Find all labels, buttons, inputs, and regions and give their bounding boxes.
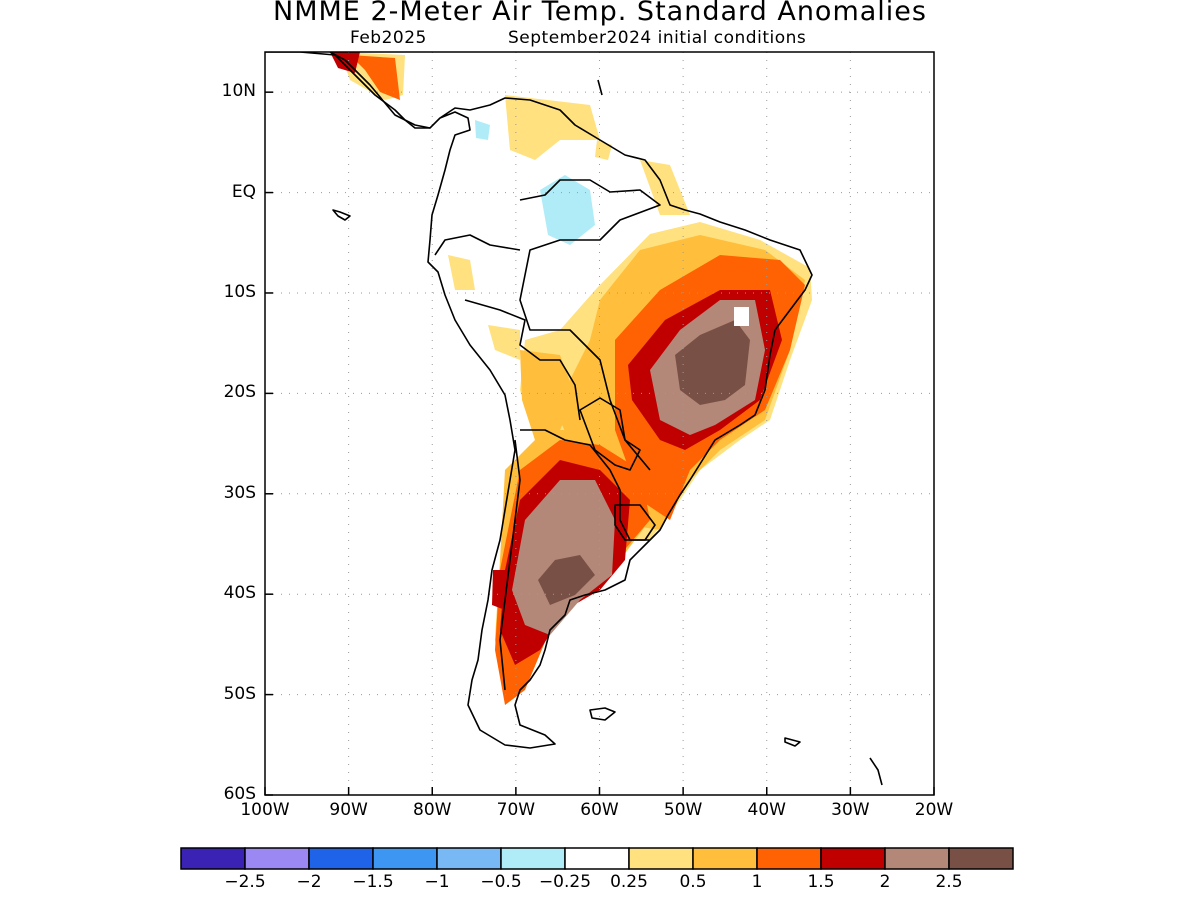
colorbar-tick-label: −2.5: [224, 872, 266, 892]
x-tick-label: 90W: [329, 800, 368, 820]
y-tick-label: 10S: [223, 281, 256, 302]
anomaly-area-dark-brown: [538, 555, 595, 605]
anomaly-area-white-gap: [734, 307, 749, 326]
anomaly-area-rose-brown: [512, 480, 615, 635]
country-border-paraguay: [579, 397, 641, 471]
anomaly-area-orange: [520, 350, 575, 440]
x-tick-label: 70W: [496, 800, 536, 820]
colorbar-tick-label: −0.25: [538, 872, 592, 892]
colorbar-tick-label: 2: [879, 872, 891, 892]
colorbar-tick-label: 0.25: [610, 872, 648, 892]
anomaly-area-dark-orange-nw: [350, 55, 400, 100]
anomaly-area-light-orange: [448, 255, 475, 290]
continent-coastline: [329, 52, 813, 749]
anomaly-area-light-orange: [640, 160, 690, 215]
colorbar-tick-label: −1.5: [352, 872, 394, 892]
central-america-coastline: [265, 52, 430, 129]
x-tick-label: 80W: [413, 800, 452, 820]
map-title: NMME 2-Meter Air Temp. Standard Anomalie…: [273, 0, 927, 27]
colorbar-tick-label: 1: [751, 872, 763, 892]
valid-month-label: Feb2025: [350, 28, 427, 48]
sandwich-islands: [869, 757, 883, 786]
x-tick-label: 100W: [240, 800, 290, 820]
y-tick-label: 60S: [223, 784, 256, 804]
colorbar-tick-label: 1.5: [807, 872, 835, 892]
initial-conditions-label: September2024 initial conditions: [508, 28, 807, 48]
colorbar-tick-label: −1: [424, 872, 450, 892]
colorbar-tick-label: 2.5: [935, 872, 963, 892]
anomaly-area-light-blue: [540, 175, 595, 245]
y-tick-label: 30S: [223, 482, 256, 503]
falkland-islands: [589, 707, 616, 721]
country-border-andes: [434, 234, 650, 691]
anomaly-area-light-blue: [475, 120, 490, 140]
y-tick-label: 50S: [223, 683, 256, 704]
colorbar-tick-label: 0.5: [679, 872, 707, 892]
galapagos-islands: [332, 209, 351, 221]
colorbar-tick-label: −0.5: [480, 872, 522, 892]
y-tick-label: 20S: [223, 382, 256, 403]
colorbar-tick-label: −2: [296, 872, 322, 892]
south-georgia-island: [784, 737, 801, 747]
x-tick-label: 20W: [914, 800, 954, 820]
country-border-brazil: [519, 179, 661, 471]
x-tick-label: 50W: [663, 800, 703, 820]
y-tick-label: 10N: [221, 81, 256, 102]
trinidad-coast: [597, 79, 603, 96]
x-tick-label: 30W: [831, 800, 870, 820]
anomaly-area-light-orange: [505, 95, 600, 160]
country-border-uruguay: [614, 504, 656, 541]
x-tick-label: 60W: [580, 800, 619, 820]
y-tick-label: 40S: [223, 583, 256, 604]
x-tick-label: 40W: [747, 800, 786, 820]
anomaly-area-dark-brown: [675, 320, 750, 405]
y-tick-label: EQ: [231, 181, 256, 202]
anomaly-area-light-orange: [488, 325, 520, 360]
